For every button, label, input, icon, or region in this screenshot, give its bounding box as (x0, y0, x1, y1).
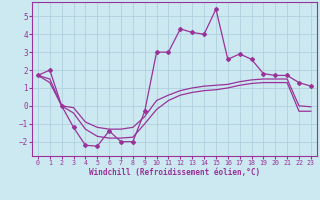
X-axis label: Windchill (Refroidissement éolien,°C): Windchill (Refroidissement éolien,°C) (89, 168, 260, 177)
